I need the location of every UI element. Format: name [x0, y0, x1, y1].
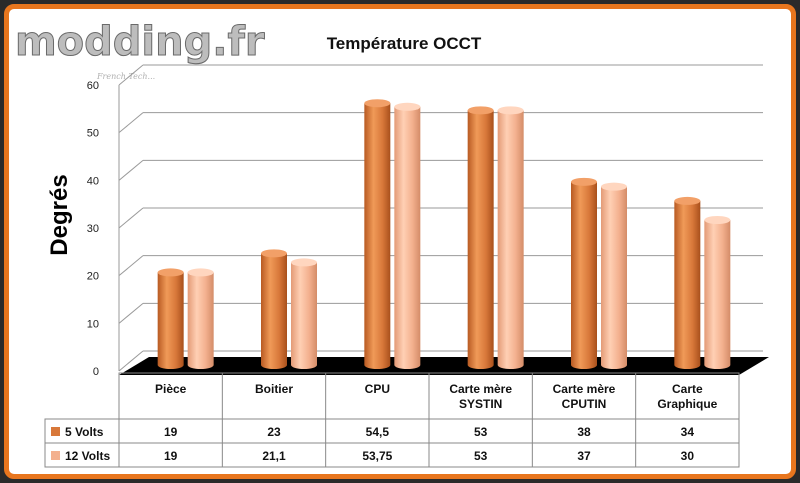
- logo: modding.fr French Tech...: [15, 19, 266, 82]
- bar-top: [497, 106, 524, 115]
- y-tick-label: 20: [87, 271, 99, 283]
- category-label: Boitier: [255, 382, 293, 396]
- legend-swatch: [51, 451, 60, 460]
- legend-swatch: [51, 427, 60, 436]
- bar-top: [704, 216, 731, 224]
- legend-label: 5 Volts: [65, 425, 104, 439]
- category-label: CPUTIN: [562, 397, 607, 411]
- data-label: 37: [577, 449, 591, 463]
- y-tick-label: 40: [87, 175, 99, 187]
- bar-top: [157, 268, 184, 277]
- data-label: 53: [474, 449, 488, 463]
- bar: [497, 110, 524, 369]
- data-label: 19: [164, 425, 178, 439]
- category-label: CPU: [365, 382, 390, 396]
- legend-label: 12 Volts: [65, 449, 110, 463]
- bar: [674, 200, 701, 369]
- bar: [261, 253, 287, 369]
- table-row: [44, 418, 740, 444]
- gridline-side: [118, 255, 144, 277]
- bar-top: [261, 249, 287, 258]
- gridline-side: [118, 302, 144, 324]
- data-label: 53: [474, 425, 488, 439]
- bar-top: [364, 99, 391, 108]
- bar: [601, 186, 627, 369]
- data-label: 23: [267, 425, 281, 439]
- gridline-side: [118, 112, 144, 134]
- bar: [291, 262, 317, 369]
- table-row: [44, 442, 740, 468]
- bar-top: [187, 268, 214, 277]
- logo-tagline: French Tech...: [96, 72, 155, 81]
- category-label: SYSTIN: [459, 397, 502, 411]
- bar: [467, 110, 494, 369]
- chart-floor: [119, 357, 769, 375]
- y-tick-label: 50: [87, 128, 99, 140]
- y-tick-label: 0: [93, 366, 99, 378]
- chart-title: Température OCCT: [327, 34, 482, 53]
- bar: [364, 103, 391, 369]
- data-label: 34: [681, 425, 695, 439]
- bar: [394, 106, 421, 370]
- gridline-side: [118, 350, 144, 372]
- category-label: Graphique: [657, 397, 717, 411]
- bar: [571, 181, 597, 369]
- bar-top: [601, 182, 627, 191]
- y-tick-label: 60: [87, 80, 99, 92]
- category-label: Carte: [672, 382, 703, 396]
- bar: [704, 220, 731, 369]
- gridline-side: [118, 159, 144, 181]
- gridline-side: [118, 207, 144, 229]
- bar-top: [291, 258, 317, 267]
- bar-top: [394, 102, 421, 111]
- data-label: 19: [164, 449, 178, 463]
- data-label: 21,1: [262, 449, 286, 463]
- logo-text: modding.fr: [15, 19, 265, 65]
- data-label: 53,75: [362, 449, 392, 463]
- chart-card: modding.fr French Tech... Température OC…: [4, 4, 796, 479]
- data-label: 30: [681, 449, 695, 463]
- data-label: 38: [577, 425, 591, 439]
- y-tick-label: 30: [87, 223, 99, 235]
- bar: [187, 272, 214, 369]
- y-tick-label: 10: [87, 318, 99, 330]
- bar: [157, 272, 184, 369]
- data-label: 54,5: [366, 425, 390, 439]
- category-label: Carte mère: [449, 382, 512, 396]
- bar-top: [571, 177, 597, 186]
- category-label: Carte mère: [553, 382, 616, 396]
- gridline-side: [118, 64, 144, 86]
- y-axis-label: Degrés: [46, 174, 73, 255]
- bar-top: [674, 196, 701, 205]
- bar-top: [467, 106, 494, 115]
- category-label: Pièce: [155, 382, 187, 396]
- chart-svg: modding.fr French Tech... Température OC…: [15, 19, 769, 468]
